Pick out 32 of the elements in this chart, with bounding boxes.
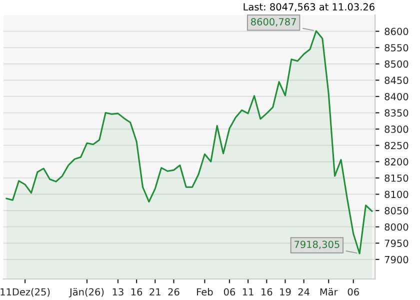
y-tick-label: 8600 (384, 28, 408, 36)
x-tick-label: 16 (131, 288, 142, 296)
x-tick-label: 13 (112, 288, 124, 296)
y-tick-label: 8150 (384, 174, 408, 182)
y-tick-label: 8200 (384, 158, 408, 166)
x-tick-label: 21 (150, 288, 160, 296)
x-tick-label: 16 (262, 288, 272, 296)
y-tick-label: 8350 (384, 109, 408, 117)
y-tick-label: 8000 (384, 223, 408, 231)
annotation: 7918,305 (294, 240, 340, 250)
y-tick-label: 8250 (384, 142, 408, 150)
y-tick-label: 8450 (384, 76, 408, 84)
x-tick-label: 11 (242, 288, 254, 296)
y-tick-label: 8100 (384, 190, 408, 198)
x-tick-label: Mär (320, 288, 338, 296)
y-tick-label: 8550 (384, 44, 408, 52)
y-tick-label: 7900 (384, 256, 408, 264)
text: Last: 8047,563 at 11.03.26 (244, 3, 374, 12)
x-tick-label: 24 (298, 288, 310, 296)
x-tick-label: 06 (348, 288, 359, 296)
y-tick-label: 8500 (384, 60, 408, 68)
x-tick-label: Feb (197, 288, 213, 296)
annotation: 8600,787 (251, 18, 296, 26)
y-tick-label: 8050 (384, 207, 408, 214)
y-tick-label: 8300 (384, 126, 408, 133)
y-tick-label: 8400 (384, 92, 408, 100)
x-tick-label: 11Dez(25) (0, 288, 50, 297)
x-tick-label: Jän(26) (69, 288, 104, 298)
x-tick-label: 19 (280, 288, 291, 296)
y-tick-label: 7950 (384, 240, 408, 247)
x-tick-label: 06 (224, 288, 236, 296)
x-tick-label: 26 (168, 288, 180, 296)
